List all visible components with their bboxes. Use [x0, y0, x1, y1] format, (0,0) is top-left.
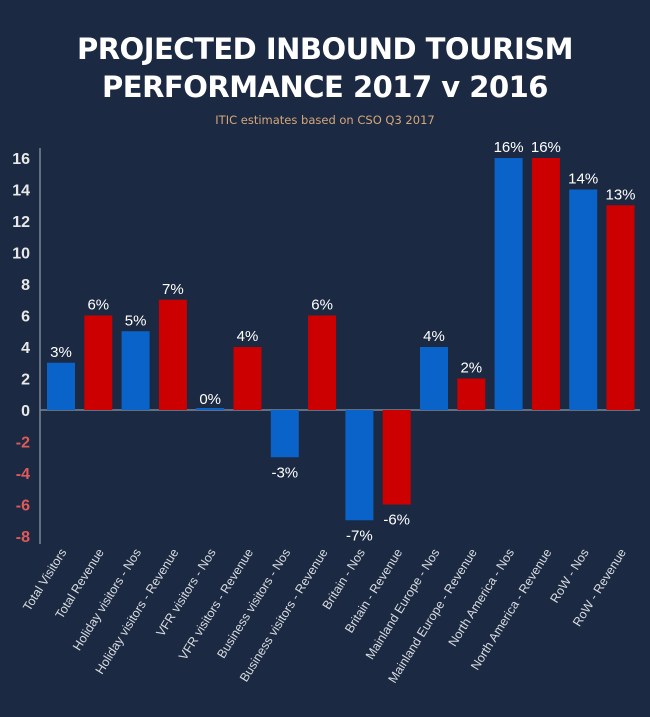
bar-nos: [270, 410, 299, 458]
y-tick-label: -4: [16, 466, 30, 483]
y-tick-label: -6: [16, 498, 30, 515]
data-label: -3%: [271, 464, 298, 481]
bar-revenue: [84, 315, 113, 410]
data-label: 16%: [494, 139, 524, 156]
x-tick-label: Holiday visitors - Nos: [70, 546, 144, 653]
data-label: 7%: [162, 281, 184, 298]
y-tick-label: -2: [16, 435, 30, 452]
y-tick-label: 2: [21, 372, 30, 389]
y-tick-label: 0: [21, 403, 30, 420]
chart-title-line-1: PROJECTED INBOUND TOURISM: [76, 32, 574, 66]
x-tick-label: North America - Nos: [446, 546, 518, 649]
bar-nos: [121, 331, 150, 410]
bar-nos: [345, 410, 374, 521]
data-label: 6%: [311, 297, 333, 314]
bar-revenue: [158, 299, 187, 410]
data-label: 5%: [125, 312, 147, 329]
y-tick-label: 6: [21, 309, 30, 326]
data-label: 4%: [423, 328, 445, 345]
data-label: 2%: [460, 360, 482, 377]
data-label: 4%: [237, 328, 259, 345]
y-tick-label: 8: [21, 277, 30, 294]
bar-nos: [196, 408, 225, 410]
chart-title-line-2: PERFORMANCE 2017 v 2016: [102, 70, 548, 104]
bar-revenue: [606, 205, 635, 410]
y-tick-label: -8: [16, 529, 30, 546]
data-label: -6%: [383, 512, 410, 529]
bar-revenue: [382, 410, 411, 505]
bar-nos: [569, 189, 598, 410]
x-tick-label: Business visitors - Nos: [214, 546, 293, 661]
y-tick-label: 4: [21, 340, 30, 357]
data-label: 6%: [87, 297, 109, 314]
bar-revenue: [233, 347, 262, 410]
data-label: 16%: [531, 139, 561, 156]
y-tick-label: 10: [12, 246, 30, 263]
data-label: 0%: [199, 391, 221, 408]
bar-revenue: [308, 315, 337, 410]
data-label: 13%: [605, 186, 635, 203]
x-tick-label: Mainland Europe - Nos: [363, 546, 443, 662]
bar-nos: [47, 362, 75, 410]
data-label: 14%: [568, 171, 598, 188]
bar-revenue: [457, 378, 486, 410]
y-tick-label: 14: [12, 183, 30, 200]
bar-nos: [420, 347, 448, 410]
y-tick-label: 16: [12, 151, 30, 168]
data-label: -7%: [346, 527, 373, 544]
bar-revenue: [531, 158, 560, 410]
y-tick-label: 12: [12, 214, 30, 231]
chart-subtitle: ITIC estimates based on CSO Q3 2017: [215, 113, 435, 127]
data-label: 3%: [50, 344, 72, 361]
bar-nos: [494, 158, 523, 410]
